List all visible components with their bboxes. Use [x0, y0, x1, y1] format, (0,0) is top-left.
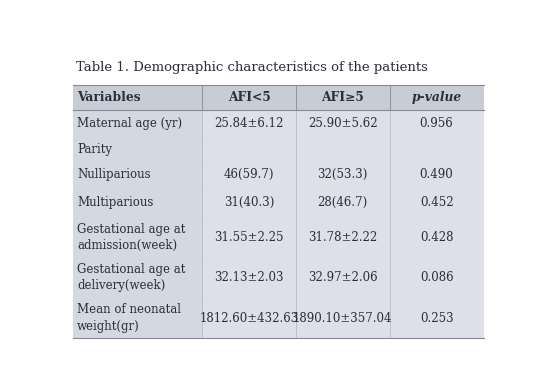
Text: Variables: Variables: [77, 91, 141, 104]
Bar: [203, 217, 484, 258]
Text: 25.84±6.12: 25.84±6.12: [214, 117, 284, 130]
Text: p-value: p-value: [412, 91, 462, 104]
Text: 1890.10±357.04: 1890.10±357.04: [293, 311, 393, 325]
Text: 31.55±2.25: 31.55±2.25: [214, 231, 284, 244]
Text: Mean of neonatal
weight(gr): Mean of neonatal weight(gr): [77, 303, 181, 333]
Text: Nulliparious: Nulliparious: [77, 168, 151, 181]
Bar: [203, 189, 484, 217]
Bar: [73, 160, 203, 189]
Bar: [73, 258, 203, 298]
Text: 32.13±2.03: 32.13±2.03: [214, 271, 284, 284]
Bar: [203, 110, 484, 138]
Text: Gestational age at
delivery(week): Gestational age at delivery(week): [77, 263, 186, 293]
Bar: [73, 138, 203, 160]
Bar: [73, 110, 203, 138]
Text: Maternal age (yr): Maternal age (yr): [77, 117, 182, 130]
Text: AFI≥5: AFI≥5: [321, 91, 364, 104]
Text: 0.428: 0.428: [420, 231, 453, 244]
Bar: [203, 258, 484, 298]
Text: 1812.60±432.63: 1812.60±432.63: [199, 311, 299, 325]
Text: 0.490: 0.490: [420, 168, 453, 181]
Text: 46(59.7): 46(59.7): [224, 168, 274, 181]
Bar: [73, 217, 203, 258]
Text: Parity: Parity: [77, 142, 112, 156]
Bar: [73, 51, 484, 85]
Bar: [203, 160, 484, 189]
Text: Gestational age at
admission(week): Gestational age at admission(week): [77, 223, 186, 252]
Bar: [203, 138, 484, 160]
Text: 31(40.3): 31(40.3): [224, 196, 274, 209]
Text: 25.90±5.62: 25.90±5.62: [308, 117, 377, 130]
Text: 0.452: 0.452: [420, 196, 453, 209]
Text: 32.97±2.06: 32.97±2.06: [308, 271, 377, 284]
Text: Table 1. Demographic characteristics of the patients: Table 1. Demographic characteristics of …: [76, 61, 428, 74]
Text: 0.253: 0.253: [420, 311, 453, 325]
Text: 0.956: 0.956: [420, 117, 453, 130]
Text: 32(53.3): 32(53.3): [318, 168, 368, 181]
Bar: [73, 298, 203, 338]
Bar: [73, 85, 484, 110]
Text: AFI<5: AFI<5: [228, 91, 270, 104]
Text: 0.086: 0.086: [420, 271, 453, 284]
Bar: [73, 189, 203, 217]
Text: 28(46.7): 28(46.7): [318, 196, 368, 209]
Text: 31.78±2.22: 31.78±2.22: [308, 231, 377, 244]
Text: Multiparious: Multiparious: [77, 196, 154, 209]
Bar: [203, 298, 484, 338]
